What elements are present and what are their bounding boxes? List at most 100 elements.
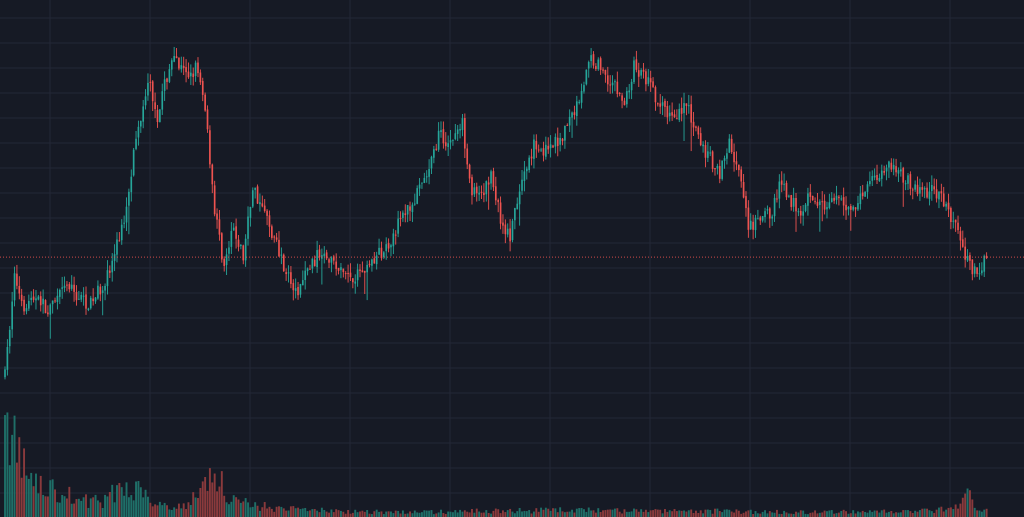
volume-bar — [876, 510, 878, 517]
volume-bar — [58, 502, 61, 517]
volume-bar — [764, 510, 766, 517]
volume-bar — [213, 473, 216, 517]
volume-bar — [811, 512, 814, 517]
candle-body — [911, 189, 914, 191]
candle-body — [449, 140, 452, 143]
candle-body — [966, 255, 969, 261]
candle-body — [170, 60, 173, 70]
candle-body — [699, 133, 702, 146]
candle-body — [671, 112, 673, 116]
volume-bar — [363, 511, 366, 517]
candle-body — [628, 90, 631, 93]
volume-bar — [628, 511, 631, 517]
volume-bar — [735, 509, 738, 517]
volume-bar — [339, 510, 342, 517]
volume-bar — [27, 478, 30, 517]
candle-body — [533, 139, 535, 159]
candle-body — [173, 56, 175, 62]
candle-body — [352, 278, 354, 283]
candle-body — [556, 137, 559, 147]
volume-bar — [428, 510, 431, 517]
candle-body — [187, 71, 190, 78]
candle-body — [575, 101, 578, 117]
candle-body — [523, 171, 526, 181]
candle-body — [618, 93, 621, 95]
volume-bar — [394, 510, 397, 517]
volume-bar — [537, 511, 540, 517]
volume-bar — [242, 501, 245, 517]
candle-body — [47, 312, 49, 315]
candle-body — [587, 62, 590, 69]
volume-bar — [118, 482, 121, 517]
candle-body — [180, 65, 183, 70]
candle-body — [182, 65, 185, 68]
candle-body — [833, 197, 835, 201]
candle-body — [888, 161, 890, 168]
volume-bar — [692, 512, 695, 517]
candle-body — [282, 254, 285, 272]
volume-bar — [325, 511, 328, 517]
volume-bar — [397, 510, 400, 517]
candle-body — [23, 299, 25, 312]
volume-bar — [580, 508, 583, 517]
candle-body — [437, 130, 440, 150]
candle-body — [626, 91, 628, 105]
candle-body — [704, 145, 707, 158]
candle-body — [116, 239, 118, 255]
candle-body — [444, 142, 447, 147]
volume-bar — [15, 462, 18, 517]
candle-body — [104, 285, 106, 291]
volume-bar — [857, 511, 859, 517]
volume-bar — [263, 502, 266, 517]
volume-bar — [535, 508, 538, 517]
volume-bar — [149, 502, 152, 517]
volume-bar — [461, 511, 464, 517]
candle-body — [56, 295, 59, 302]
volume-bar — [895, 512, 898, 517]
candle-body — [707, 151, 709, 158]
volume-bar — [814, 510, 817, 517]
volume-bar — [899, 512, 902, 517]
volume-bar — [733, 512, 736, 517]
volume-bar — [840, 510, 843, 517]
candle-body — [599, 58, 602, 70]
candle-body — [776, 198, 778, 200]
volume-bar — [671, 511, 674, 517]
candle-body — [733, 151, 735, 163]
volume-bar — [106, 496, 109, 517]
candle-body — [740, 169, 743, 182]
volume-bar — [113, 502, 116, 517]
volume-bar — [787, 513, 790, 517]
volume-bar — [75, 499, 78, 517]
volume-bar — [621, 513, 624, 517]
volume-bar — [868, 510, 871, 517]
volume-bar — [387, 511, 390, 517]
candle-body — [109, 270, 111, 273]
volume-bar — [911, 512, 914, 517]
volume-bar — [513, 513, 516, 517]
candle-body — [32, 296, 35, 300]
candle-body — [44, 300, 47, 314]
volume-bar — [616, 508, 619, 517]
candle-body — [13, 273, 16, 301]
candle-body — [637, 70, 640, 77]
candle-body — [335, 261, 338, 269]
volume-bar — [532, 511, 535, 517]
volume-bar — [177, 503, 180, 517]
volume-bar — [356, 512, 359, 517]
volume-bar — [442, 513, 445, 517]
candle-body — [235, 226, 237, 239]
volume-bar — [185, 509, 188, 517]
volume-bar — [785, 512, 788, 517]
volume-bar — [211, 482, 214, 517]
candle-body — [244, 238, 247, 261]
candle-body — [82, 295, 85, 297]
candle-body — [254, 187, 257, 190]
candle-body — [406, 205, 409, 215]
candle-body — [51, 300, 54, 305]
volume-bar — [404, 513, 407, 517]
volume-bar — [563, 512, 566, 517]
volume-bar — [473, 512, 476, 517]
